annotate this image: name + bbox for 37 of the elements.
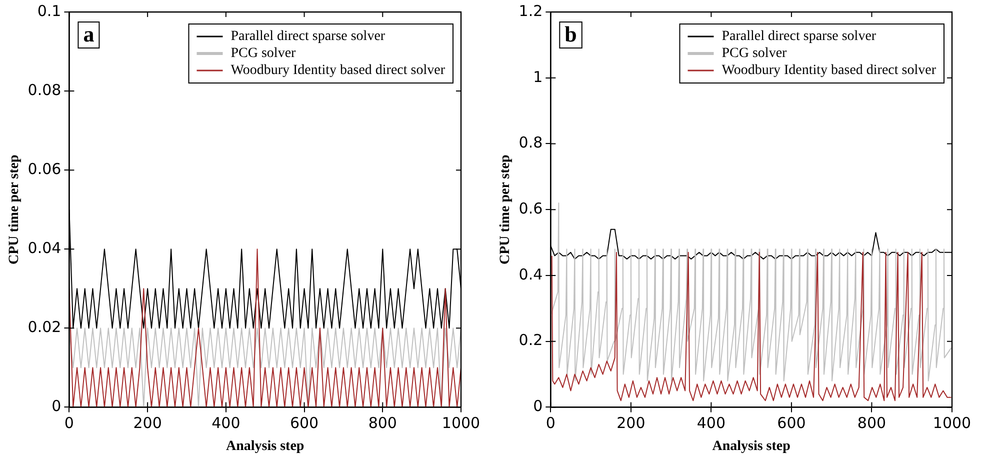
y-tick-label: 0.02	[28, 318, 62, 336]
y-tick-label: 0	[533, 397, 543, 416]
x-tick-label: 1000	[932, 414, 972, 432]
y-tick-label: 0.6	[518, 199, 543, 218]
y-tick-label: 0.04	[28, 239, 62, 258]
x-tick-label: 600	[777, 414, 806, 432]
annotation: a	[83, 22, 94, 47]
legend-label: Woodbury Identity based direct solver	[722, 63, 936, 78]
x-tick-label: 600	[290, 414, 319, 432]
x-tick-label: 800	[368, 414, 397, 432]
y-tick-label: 0.8	[518, 134, 543, 152]
x-axis-title: Analysis step	[712, 439, 791, 454]
x-tick-label: 0	[546, 414, 556, 432]
x-tick-label: 400	[212, 414, 240, 432]
y-tick-label: 0.2	[518, 331, 543, 350]
legend-label: PCG solver	[230, 46, 296, 62]
x-tick-label: 400	[696, 414, 726, 432]
y-axis-title: CPU time per step	[498, 154, 514, 264]
y-tick-label: 0.08	[28, 80, 62, 99]
y-axis-title: CPU time per step	[7, 154, 22, 264]
y-tick-label: 0.4	[518, 265, 543, 284]
y-tick-label: 0	[52, 397, 62, 416]
x-tick-label: 200	[616, 414, 646, 432]
legend-label: Parallel direct sparse solver	[230, 29, 386, 44]
legend-label: Parallel direct sparse solver	[722, 29, 876, 44]
y-tick-label: 1.2	[518, 2, 543, 20]
x-tick-label: 0	[64, 414, 74, 432]
x-tick-label: 200	[133, 414, 162, 432]
y-tick-label: 0.1	[37, 2, 62, 20]
y-tick-label: 0.06	[28, 160, 62, 178]
legend-label: Woodbury Identity based direct solver	[230, 63, 446, 78]
x-tick-label: 800	[857, 414, 886, 432]
y-tick-label: 1	[533, 68, 543, 86]
annotation: b	[564, 22, 577, 47]
x-axis-title: Analysis step	[226, 439, 304, 454]
x-tick-label: 1000	[442, 414, 480, 432]
legend-label: PCG solver	[722, 46, 788, 62]
